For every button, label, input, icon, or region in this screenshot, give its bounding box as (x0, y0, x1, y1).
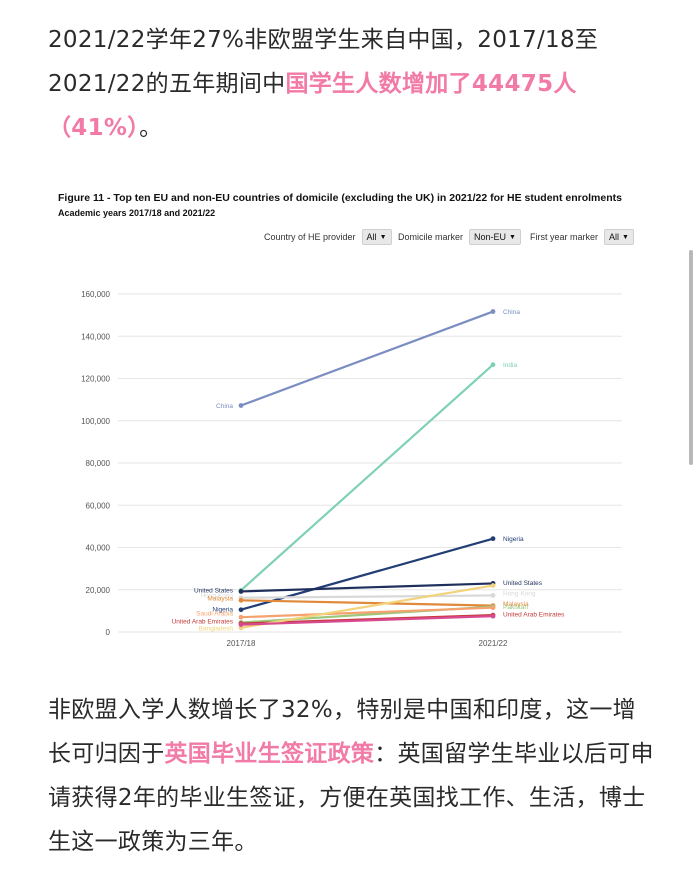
line-label: United Arab Emirates (172, 619, 234, 626)
intro-text: 2021/22学年27%非欧盟学生来自中国，2017/18至2021/22的五年… (48, 27, 599, 97)
line-label: China (503, 309, 520, 316)
series-line (240, 599, 494, 607)
filter-first-year-marker: First year marker All ▼ (530, 229, 634, 245)
line-label: Nigeria (503, 536, 524, 543)
data-point (490, 362, 496, 368)
y-tick-label: 40,000 (86, 544, 111, 553)
filter-domicile-marker: Domicile marker Non-EU ▼ (398, 229, 521, 245)
caret-down-icon: ▼ (509, 233, 516, 241)
data-point (490, 605, 496, 611)
filter-label: Domicile marker (398, 232, 464, 242)
line-chart: 0 20,000 40,000 60,000 80,000 100,000 120,000 1… (81, 290, 622, 648)
x-tick-label: 2017/18 (227, 639, 256, 648)
data-point (490, 309, 496, 314)
y-tick-label: 60,000 (86, 501, 111, 510)
data-point (490, 593, 496, 598)
data-point (238, 622, 244, 628)
line-label: Hong Kong (503, 590, 536, 597)
series-line (240, 537, 494, 611)
intro-text-end: 。 (139, 115, 163, 141)
chart-figure: Figure 11 - Top ten EU and non-EU countr… (56, 188, 656, 658)
line-label: Bangladesh (199, 625, 234, 632)
intro-highlight: 国学生人数增加了44475人（41%） (48, 71, 577, 141)
line-label: China (216, 403, 233, 410)
y-tick-label: 20,000 (86, 586, 111, 595)
chart-title: Figure 11 - Top ten EU and non-EU countr… (58, 192, 622, 204)
intro-paragraph: 2021/22学年27%非欧盟学生来自中国，2017/18至2021/22的五年… (48, 18, 658, 150)
line-label: Nigeria (212, 606, 233, 613)
x-tick-label: 2021/22 (479, 639, 508, 648)
analysis-text-end: ：英国留学生毕业以后可申请获得2年的毕业生签证，方便在英国找工作、生活，博士生这… (48, 741, 654, 855)
data-point (238, 403, 244, 408)
line-label: United Arab Emirates (503, 611, 565, 618)
series-line (240, 606, 494, 619)
chart-subtitle: Academic years 2017/18 and 2021/22 (58, 208, 216, 218)
data-point (238, 614, 244, 620)
filter-label: Country of HE provider (264, 232, 356, 242)
analysis-paragraph: 非欧盟入学人数增长了32%，特别是中国和印度，这一增长可归因于英国毕业生签证政策… (48, 688, 658, 864)
series-line (240, 582, 494, 593)
series-line (240, 584, 494, 629)
caret-down-icon: ▼ (622, 233, 629, 241)
analysis-text: 非欧盟入学人数增长了32%，特别是中国和印度，这一增长可归因于 (48, 697, 636, 767)
data-point (490, 613, 496, 619)
y-tick-label: 140,000 (81, 332, 110, 341)
line-label: United States (194, 587, 234, 594)
filter-domicile-select[interactable]: Non-EU ▼ (469, 229, 521, 245)
filter-value: All (366, 232, 377, 242)
filter-value: All (609, 232, 620, 242)
line-label: Malaysia (503, 601, 529, 608)
line-label: Saudi Arabia (196, 611, 233, 618)
scrollbar[interactable] (689, 250, 693, 465)
y-tick-label: 160,000 (81, 290, 110, 299)
series-line (240, 594, 494, 599)
y-tick-label: 120,000 (81, 375, 110, 384)
filter-country-provider: Country of HE provider All ▼ (264, 229, 392, 245)
y-tick-label: 80,000 (86, 459, 111, 468)
filter-country-select[interactable]: All ▼ (361, 229, 392, 245)
line-label: Hong Kong (200, 592, 233, 599)
data-point (238, 607, 244, 613)
filter-value: Non-EU (474, 232, 507, 242)
line-label: Pakistan (503, 604, 528, 611)
filter-label: First year marker (530, 232, 599, 242)
caret-down-icon: ▼ (379, 233, 387, 241)
series-line (240, 310, 494, 407)
line-label: Malaysia (207, 595, 233, 602)
filter-first-year-select[interactable]: All ▼ (604, 229, 634, 245)
data-point (238, 589, 244, 594)
line-label: India (503, 362, 517, 369)
y-tick-label: 100,000 (81, 417, 110, 426)
line-label: United States (503, 580, 543, 587)
series-line (240, 363, 494, 592)
analysis-highlight: 英国毕业生签证政策 (164, 741, 375, 767)
series-line (240, 615, 494, 626)
data-point (490, 536, 496, 542)
data-point (238, 597, 244, 603)
y-tick-label: 0 (106, 628, 111, 637)
data-point (490, 583, 496, 588)
